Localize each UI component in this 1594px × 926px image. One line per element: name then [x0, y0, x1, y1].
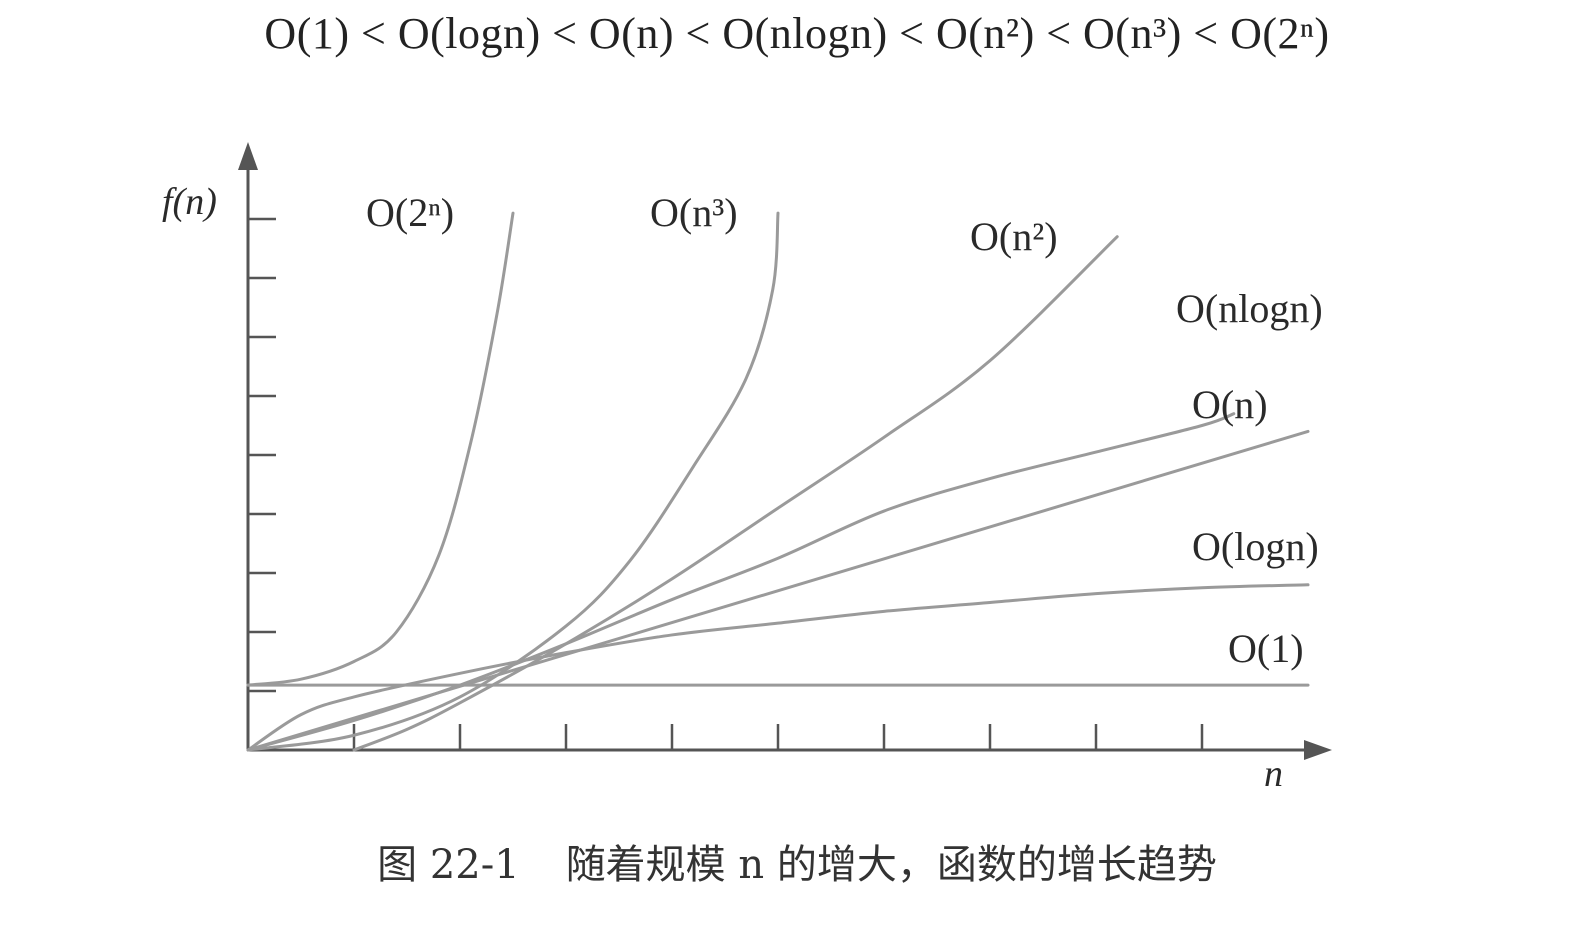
series-label-on2: O(n²): [970, 214, 1058, 259]
chart-series: [246, 211, 1310, 752]
chart-ticks: [248, 217, 1204, 750]
series-label-o1: O(1): [1228, 626, 1304, 671]
series-label-o2n: O(2ⁿ): [366, 190, 454, 235]
y-axis-arrow: [238, 142, 258, 170]
complexity-order-headline: O(1) < O(logn) < O(n) < O(nlogn) < O(n²)…: [264, 9, 1330, 58]
figure-caption: 图 22-1 随着规模 n 的增大，函数的增长趋势: [0, 832, 1594, 890]
series-line-o2n: [246, 211, 515, 687]
x-axis-label: n: [1264, 753, 1283, 795]
series-line-on2: [352, 235, 1119, 752]
y-axis-label: f(n): [162, 181, 217, 223]
series-label-onlogn: O(nlogn): [1176, 286, 1323, 331]
series-label-on3: O(n³): [650, 190, 738, 235]
series-line-ologn: [246, 583, 1310, 752]
series-label-on: O(n): [1192, 382, 1268, 427]
series-line-on3: [246, 211, 780, 752]
series-line-onlogn: [246, 412, 1236, 752]
chart-labels: O(1) O(logn) O(n) O(nlogn) O(n²) O(n³) O(2ⁿ) f(…: [162, 181, 1323, 795]
x-axis-arrow: [1304, 740, 1332, 760]
figure-caption-text: 随着规模 n 的增大，函数的增长趋势: [565, 842, 1217, 888]
figure-number: 图 22-1: [377, 842, 520, 888]
series-label-ologn: O(logn): [1192, 524, 1319, 569]
